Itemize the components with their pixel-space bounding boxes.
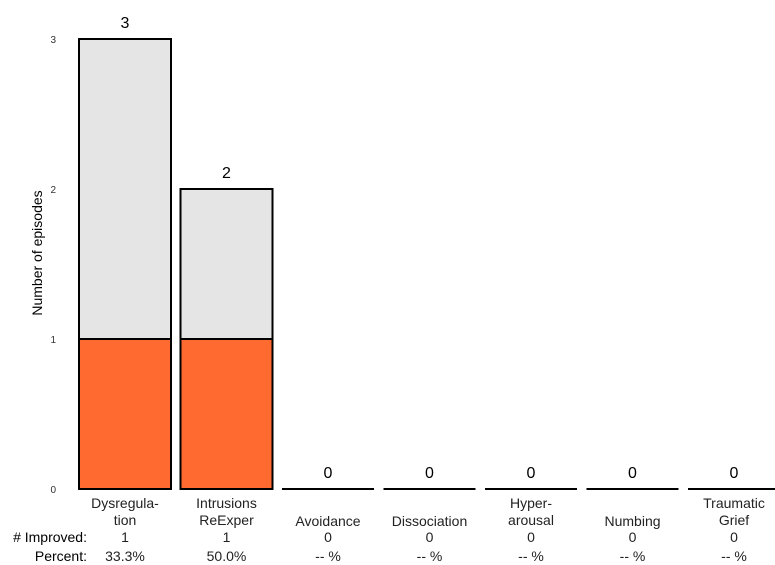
- bar-total-label: 0: [527, 465, 536, 482]
- percent-value: 50.0%: [207, 548, 247, 564]
- bar-total-label: 0: [324, 465, 333, 482]
- category-label: Dysregula-: [91, 495, 159, 511]
- bar-total-label: 0: [425, 465, 434, 482]
- percent-row-label: Percent:: [35, 548, 87, 564]
- percent-value: -- %: [518, 548, 544, 564]
- bar-total-label: 3: [121, 15, 130, 32]
- category-label: Hyper-: [510, 495, 552, 511]
- percent-value: -- %: [721, 548, 747, 564]
- y-tick-label: 3: [50, 35, 56, 46]
- bar-segment-improved: [179, 338, 274, 490]
- bar-segment-remaining: [179, 188, 274, 340]
- category-label: Grief: [719, 512, 749, 528]
- bar-segment-remaining: [78, 38, 172, 340]
- y-tick-labels: 0 1 2 3: [50, 35, 56, 496]
- bars: [78, 38, 775, 490]
- category-label: ReExper: [199, 512, 254, 528]
- bar-total-label: 0: [730, 465, 739, 482]
- improved-count: 1: [121, 529, 129, 545]
- bar-total-label: 0: [628, 465, 637, 482]
- improved-count: 0: [629, 529, 637, 545]
- category-label: tion: [114, 512, 137, 528]
- percent-value: -- %: [417, 548, 443, 564]
- category-label: arousal: [508, 512, 554, 528]
- bar-total-label: 2: [222, 165, 231, 182]
- category-label: Avoidance: [295, 513, 360, 529]
- percent-value: -- %: [620, 548, 646, 564]
- category-label: Intrusions: [196, 495, 257, 511]
- percent-value: 33.3%: [105, 548, 145, 564]
- percent-value: -- %: [315, 548, 341, 564]
- improved-count: 0: [324, 529, 332, 545]
- y-tick-label: 1: [50, 335, 56, 346]
- improved-count: 0: [730, 529, 738, 545]
- bar-labels: 3Dysregula-tion133.3%2IntrusionsReExper1…: [91, 15, 765, 564]
- improved-row-label: # Improved:: [13, 529, 87, 545]
- improved-count: 1: [223, 529, 231, 545]
- category-label: Dissociation: [392, 513, 467, 529]
- y-axis-label: Number of episodes: [29, 190, 45, 315]
- category-label: Traumatic: [703, 495, 765, 511]
- y-tick-label: 2: [50, 185, 56, 196]
- bar-segment-improved: [78, 338, 172, 490]
- y-tick-label: 0: [50, 485, 56, 496]
- improved-count: 0: [426, 529, 434, 545]
- category-label: Numbing: [604, 513, 660, 529]
- improved-count: 0: [527, 529, 535, 545]
